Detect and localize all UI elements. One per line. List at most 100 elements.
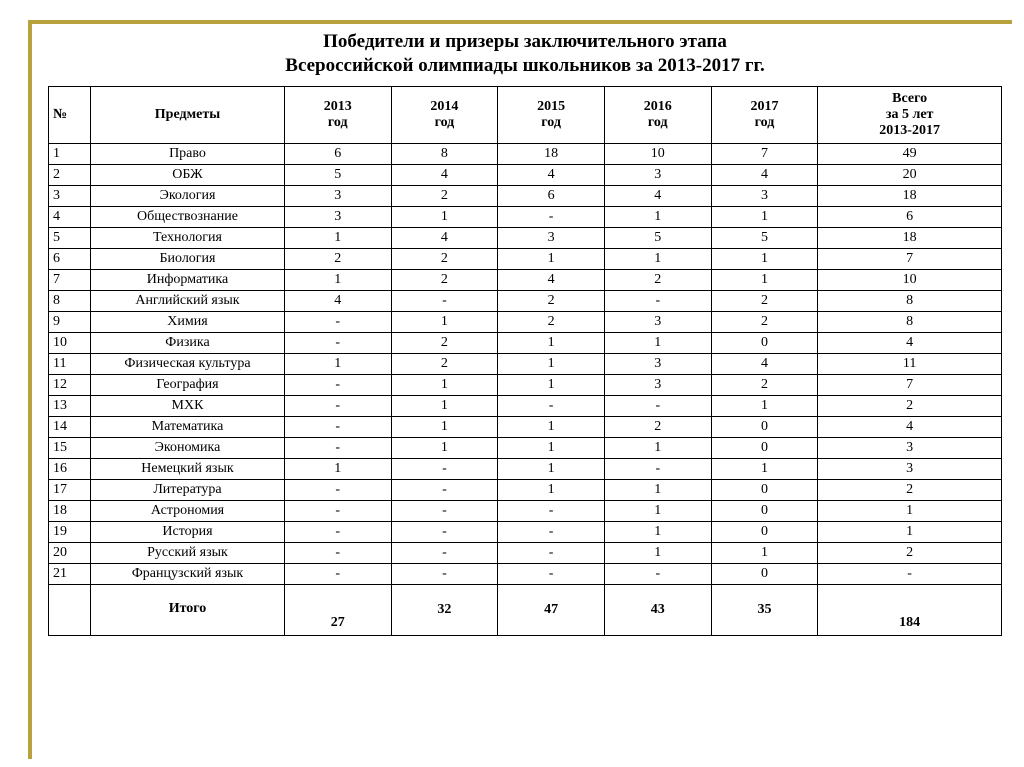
table-row: 3Экология3264318: [49, 185, 1002, 206]
row-value: 1: [711, 458, 818, 479]
row-value: 0: [711, 332, 818, 353]
row-subject: Биология: [91, 248, 285, 269]
row-value: 2: [711, 290, 818, 311]
row-num: 9: [49, 311, 91, 332]
row-value: 5: [711, 227, 818, 248]
table-row: 8Английский язык4-2-28: [49, 290, 1002, 311]
row-value: 49: [818, 143, 1002, 164]
row-subject: Астрономия: [91, 500, 285, 521]
row-value: 1: [498, 437, 605, 458]
table-row: 5Технология1435518: [49, 227, 1002, 248]
row-subject: Обществознание: [91, 206, 285, 227]
row-value: 7: [818, 374, 1002, 395]
row-value: 4: [498, 164, 605, 185]
row-value: 2: [498, 311, 605, 332]
row-value: 3: [284, 185, 391, 206]
row-num: 8: [49, 290, 91, 311]
footer-label: Итого: [91, 584, 285, 635]
row-subject: ОБЖ: [91, 164, 285, 185]
row-value: 1: [604, 500, 711, 521]
row-value: -: [284, 563, 391, 584]
row-num: 1: [49, 143, 91, 164]
row-value: 1: [498, 353, 605, 374]
row-value: -: [498, 563, 605, 584]
row-value: 11: [818, 353, 1002, 374]
row-value: 3: [604, 353, 711, 374]
footer-2016: 43: [604, 584, 711, 635]
hdr-num: №: [49, 86, 91, 143]
table-header: № Предметы 2013год 2014год 2015год 2016г…: [49, 86, 1002, 143]
footer-blank: [49, 584, 91, 635]
footer-2017: 35: [711, 584, 818, 635]
table-row: 2ОБЖ5443420: [49, 164, 1002, 185]
row-subject: Химия: [91, 311, 285, 332]
table-row: 6Биология221117: [49, 248, 1002, 269]
row-value: -: [391, 290, 498, 311]
footer-2015: 47: [498, 584, 605, 635]
row-value: -: [284, 416, 391, 437]
row-value: 1: [711, 542, 818, 563]
row-value: 2: [498, 290, 605, 311]
hdr-2014: 2014год: [391, 86, 498, 143]
row-value: 2: [818, 479, 1002, 500]
footer-2014: 32: [391, 584, 498, 635]
row-value: -: [391, 563, 498, 584]
row-num: 7: [49, 269, 91, 290]
row-value: 8: [818, 311, 1002, 332]
row-value: -: [391, 542, 498, 563]
row-value: 4: [284, 290, 391, 311]
row-value: 0: [711, 563, 818, 584]
row-value: 0: [711, 521, 818, 542]
row-value: 1: [391, 374, 498, 395]
row-value: 2: [391, 353, 498, 374]
hdr-2015: 2015год: [498, 86, 605, 143]
row-value: 8: [391, 143, 498, 164]
row-value: 1: [498, 458, 605, 479]
row-value: 2: [391, 332, 498, 353]
row-value: -: [391, 521, 498, 542]
row-value: 4: [818, 332, 1002, 353]
row-value: 6: [818, 206, 1002, 227]
table-row: 13МХК-1--12: [49, 395, 1002, 416]
row-value: 18: [818, 227, 1002, 248]
table-footer: Итого 27 32 47 43 35 184: [49, 584, 1002, 635]
table-row: 10Физика-21104: [49, 332, 1002, 353]
content-area: Победители и призеры заключительного эта…: [48, 30, 1002, 636]
footer-total: 184: [818, 584, 1002, 635]
row-value: 2: [711, 311, 818, 332]
row-value: -: [604, 563, 711, 584]
table-row: 15Экономика-11103: [49, 437, 1002, 458]
row-num: 21: [49, 563, 91, 584]
row-value: -: [498, 206, 605, 227]
row-num: 17: [49, 479, 91, 500]
table-body: 1Право6818107492ОБЖ54434203Экология32643…: [49, 143, 1002, 584]
row-value: 0: [711, 479, 818, 500]
row-value: 1: [284, 458, 391, 479]
row-subject: МХК: [91, 395, 285, 416]
olympiad-table: № Предметы 2013год 2014год 2015год 2016г…: [48, 86, 1002, 636]
row-value: 4: [818, 416, 1002, 437]
row-value: 4: [711, 164, 818, 185]
row-value: 3: [284, 206, 391, 227]
row-value: 18: [818, 185, 1002, 206]
row-value: -: [284, 542, 391, 563]
row-num: 12: [49, 374, 91, 395]
row-value: 2: [818, 395, 1002, 416]
row-value: -: [284, 479, 391, 500]
row-value: 1: [604, 248, 711, 269]
row-value: 1: [818, 521, 1002, 542]
table-row: 14Математика-11204: [49, 416, 1002, 437]
page-title: Победители и призеры заключительного эта…: [48, 30, 1002, 78]
row-value: 4: [711, 353, 818, 374]
row-value: 10: [818, 269, 1002, 290]
row-value: 1: [498, 416, 605, 437]
row-value: 4: [391, 164, 498, 185]
hdr-2017: 2017год: [711, 86, 818, 143]
row-value: 3: [604, 311, 711, 332]
table-row: 19История---101: [49, 521, 1002, 542]
row-value: 1: [711, 248, 818, 269]
row-value: 10: [604, 143, 711, 164]
row-value: 1: [391, 395, 498, 416]
row-value: -: [818, 563, 1002, 584]
hdr-2016: 2016год: [604, 86, 711, 143]
